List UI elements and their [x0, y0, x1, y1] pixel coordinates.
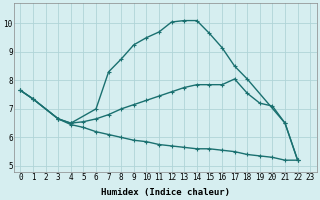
X-axis label: Humidex (Indice chaleur): Humidex (Indice chaleur)	[101, 188, 230, 197]
